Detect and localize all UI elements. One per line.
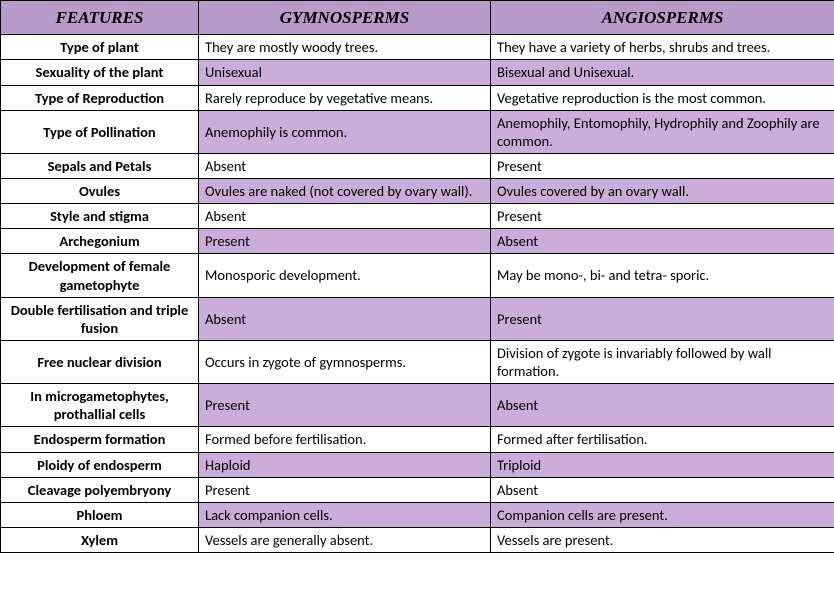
table-row: ArchegoniumPresentAbsent xyxy=(1,229,834,254)
feature-cell: Type of Pollination xyxy=(1,110,199,153)
table-row: Style and stigmaAbsentPresent xyxy=(1,204,834,229)
gymnosperm-cell: Unisexual xyxy=(199,60,491,85)
angiosperm-cell: Companion cells are present. xyxy=(491,502,834,527)
feature-cell: Sexuality of the plant xyxy=(1,60,199,85)
feature-cell: Ploidy of endosperm xyxy=(1,452,199,477)
angiosperm-cell: Bisexual and Unisexual. xyxy=(491,60,834,85)
angiosperm-cell: Formed after fertilisation. xyxy=(491,427,834,452)
angiosperm-cell: Division of zygote is invariably followe… xyxy=(491,340,834,383)
table-row: Endosperm formationFormed before fertili… xyxy=(1,427,834,452)
angiosperm-cell: Present xyxy=(491,297,834,340)
feature-cell: Double fertilisation and triple fusion xyxy=(1,297,199,340)
angiosperm-cell: Triploid xyxy=(491,452,834,477)
table-row: Free nuclear divisionOccurs in zygote of… xyxy=(1,340,834,383)
table-row: Development of female gametophyteMonospo… xyxy=(1,254,834,297)
gymnosperm-cell: Present xyxy=(199,384,491,427)
table-body: Type of plantThey are mostly woody trees… xyxy=(1,35,834,553)
angiosperm-cell: Ovules covered by an ovary wall. xyxy=(491,179,834,204)
angiosperm-cell: Present xyxy=(491,204,834,229)
table-row: Sexuality of the plantUnisexualBisexual … xyxy=(1,60,834,85)
gymnosperm-cell: Monosporic development. xyxy=(199,254,491,297)
angiosperm-cell: They have a variety of herbs, shrubs and… xyxy=(491,35,834,60)
table-row: Type of ReproductionRarely reproduce by … xyxy=(1,85,834,110)
feature-cell: In microgametophytes, prothallial cells xyxy=(1,384,199,427)
feature-cell: Type of plant xyxy=(1,35,199,60)
table-row: Ploidy of endospermHaploidTriploid xyxy=(1,452,834,477)
table-row: Sepals and PetalsAbsentPresent xyxy=(1,153,834,178)
gymnosperm-cell: Lack companion cells. xyxy=(199,502,491,527)
angiosperm-cell: Absent xyxy=(491,229,834,254)
gymnosperm-cell: Absent xyxy=(199,204,491,229)
feature-cell: Cleavage polyembryony xyxy=(1,477,199,502)
gymnosperm-cell: Vessels are generally absent. xyxy=(199,527,491,552)
feature-cell: Sepals and Petals xyxy=(1,153,199,178)
angiosperm-cell: Absent xyxy=(491,384,834,427)
gymnosperm-cell: Occurs in zygote of gymnosperms. xyxy=(199,340,491,383)
feature-cell: Phloem xyxy=(1,502,199,527)
feature-cell: Free nuclear division xyxy=(1,340,199,383)
gymnosperm-cell: Absent xyxy=(199,153,491,178)
col-header-gymnosperms: GYMNOSPERMS xyxy=(199,1,491,35)
table-row: XylemVessels are generally absent.Vessel… xyxy=(1,527,834,552)
feature-cell: Endosperm formation xyxy=(1,427,199,452)
feature-cell: Ovules xyxy=(1,179,199,204)
feature-cell: Xylem xyxy=(1,527,199,552)
col-header-angiosperms: ANGIOSPERMS xyxy=(491,1,834,35)
table-row: OvulesOvules are naked (not covered by o… xyxy=(1,179,834,204)
angiosperm-cell: Absent xyxy=(491,477,834,502)
gymnosperm-cell: They are mostly woody trees. xyxy=(199,35,491,60)
gymnosperm-cell: Present xyxy=(199,229,491,254)
table-row: Type of plantThey are mostly woody trees… xyxy=(1,35,834,60)
angiosperm-cell: Anemophily, Entomophily, Hydrophily and … xyxy=(491,110,834,153)
gymnosperm-cell: Rarely reproduce by vegetative means. xyxy=(199,85,491,110)
comparison-table: FEATURES GYMNOSPERMS ANGIOSPERMS Type of… xyxy=(0,0,834,553)
angiosperm-cell: Vessels are present. xyxy=(491,527,834,552)
table-row: PhloemLack companion cells.Companion cel… xyxy=(1,502,834,527)
table-header: FEATURES GYMNOSPERMS ANGIOSPERMS xyxy=(1,1,834,35)
gymnosperm-cell: Anemophily is common. xyxy=(199,110,491,153)
table-row: Double fertilisation and triple fusionAb… xyxy=(1,297,834,340)
feature-cell: Style and stigma xyxy=(1,204,199,229)
col-header-features: FEATURES xyxy=(1,1,199,35)
feature-cell: Development of female gametophyte xyxy=(1,254,199,297)
table-row: Cleavage polyembryonyPresentAbsent xyxy=(1,477,834,502)
angiosperm-cell: May be mono-, bi- and tetra- sporic. xyxy=(491,254,834,297)
feature-cell: Type of Reproduction xyxy=(1,85,199,110)
gymnosperm-cell: Present xyxy=(199,477,491,502)
angiosperm-cell: Vegetative reproduction is the most comm… xyxy=(491,85,834,110)
feature-cell: Archegonium xyxy=(1,229,199,254)
gymnosperm-cell: Formed before fertilisation. xyxy=(199,427,491,452)
table-row: In microgametophytes, prothallial cellsP… xyxy=(1,384,834,427)
gymnosperm-cell: Absent xyxy=(199,297,491,340)
angiosperm-cell: Present xyxy=(491,153,834,178)
table-row: Type of PollinationAnemophily is common.… xyxy=(1,110,834,153)
gymnosperm-cell: Ovules are naked (not covered by ovary w… xyxy=(199,179,491,204)
gymnosperm-cell: Haploid xyxy=(199,452,491,477)
